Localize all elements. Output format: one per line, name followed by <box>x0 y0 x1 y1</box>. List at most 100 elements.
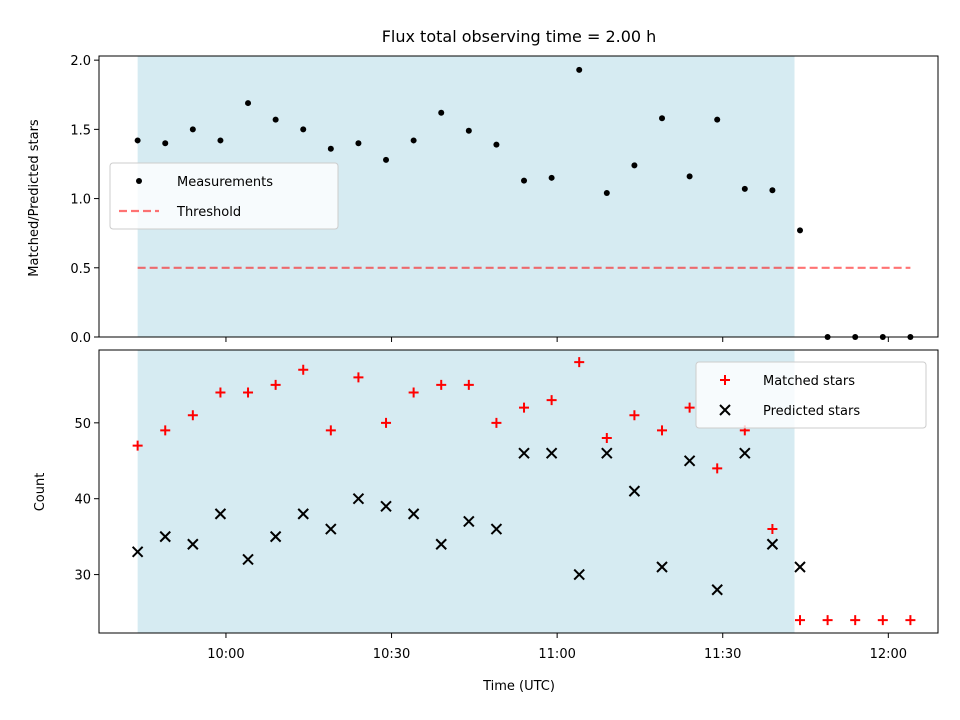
x-axis-label: Time (UTC) <box>482 679 555 694</box>
predicted-star-point <box>518 447 530 459</box>
measurement-point <box>162 140 169 147</box>
bottom-panel: 30 40 50 10:00 10:30 11:00 11:30 12:00 Matched s… <box>74 349 939 662</box>
legend-label: Predicted stars <box>763 404 860 419</box>
legend-label: Matched stars <box>763 374 855 389</box>
bottom-y-tick-label: 50 <box>74 417 91 432</box>
bottom-legend <box>695 361 927 429</box>
matched-star-point <box>657 425 668 436</box>
matched-star-point <box>574 357 585 368</box>
predicted-star-point <box>683 455 696 467</box>
top-y-tick-label: 1.5 <box>70 123 91 138</box>
x-tick-label: 11:00 <box>538 647 575 662</box>
predicted-star-point <box>325 523 337 535</box>
measurement-point <box>300 126 307 133</box>
top-y-axis-label: Matched/Predicted stars <box>27 119 42 277</box>
measurement-point <box>383 156 390 163</box>
top-y-tick-label: 0.5 <box>70 262 91 277</box>
measurement-point <box>769 187 776 194</box>
x-tick-label: 11:30 <box>704 647 741 662</box>
measurement-point <box>355 140 362 147</box>
matched-star-point <box>712 463 723 474</box>
legend-label: Measurements <box>177 175 273 190</box>
top-axes-frame <box>98 55 939 338</box>
legend-predicted-marker <box>719 404 731 416</box>
predicted-star-point <box>435 538 447 550</box>
measurement-point <box>741 185 748 192</box>
predicted-star-point <box>739 447 751 459</box>
measurement-point <box>134 137 141 144</box>
predicted-star-point <box>711 584 723 596</box>
matched-star-point <box>546 395 557 406</box>
predicted-star-point <box>352 493 365 505</box>
predicted-star-point <box>794 561 806 573</box>
predicted-star-point <box>766 538 779 550</box>
measurement-point <box>686 173 693 180</box>
measurement-point <box>217 137 224 144</box>
predicted-star-point <box>380 500 392 513</box>
matched-star-point <box>298 364 309 375</box>
predicted-star-point <box>601 447 613 459</box>
predicted-star-point <box>573 568 585 581</box>
predicted-star-point <box>463 515 475 528</box>
predicted-star-point <box>545 447 558 459</box>
measurement-point <box>548 174 555 181</box>
measurement-point <box>410 137 417 144</box>
legend-matched-marker <box>720 375 730 385</box>
predicted-star-point <box>269 530 282 543</box>
matched-star-point <box>877 615 888 626</box>
matched-star-point <box>767 524 778 535</box>
top-y-tick-label: 0.0 <box>70 331 91 346</box>
matched-star-point <box>601 433 612 444</box>
chart-title: Flux total observing time = 2.00 h <box>382 27 657 46</box>
matched-star-point <box>822 615 833 626</box>
matched-star-point <box>325 425 336 436</box>
predicted-star-point <box>490 523 503 535</box>
matched-star-point <box>684 402 695 413</box>
measurement-point <box>576 66 583 73</box>
matched-star-point <box>160 425 171 436</box>
matched-star-point <box>132 440 143 451</box>
x-tick-label: 12:00 <box>870 647 907 662</box>
matched-star-point <box>381 417 392 428</box>
bottom-y-tick-label: 30 <box>74 569 91 584</box>
matched-star-point <box>795 615 806 626</box>
measurement-point <box>327 145 334 152</box>
measurement-point <box>659 115 666 122</box>
x-tick-label: 10:30 <box>373 647 410 662</box>
bottom-axes-frame <box>98 349 939 634</box>
predicted-star-point <box>656 561 668 573</box>
top-y-tick-label: 2.0 <box>70 54 91 69</box>
measurement-point <box>521 177 528 184</box>
bottom-y-tick-label: 40 <box>74 493 91 508</box>
measurement-point <box>189 126 196 133</box>
matched-star-point <box>353 372 364 383</box>
measurement-point <box>493 141 500 148</box>
matched-star-point <box>850 615 861 626</box>
predicted-star-point <box>187 538 199 550</box>
measurement-point <box>714 116 721 123</box>
predicted-star-point <box>242 553 254 566</box>
measurement-point <box>603 190 610 197</box>
predicted-star-point <box>131 546 144 558</box>
top-y-tick-label: 1.0 <box>70 193 91 208</box>
matched-star-point <box>187 410 198 421</box>
matched-star-point <box>243 387 254 398</box>
bottom-y-axis-label: Count <box>33 473 48 512</box>
legend-measurement-marker <box>136 178 142 184</box>
matched-star-point <box>408 387 419 398</box>
legend-label: Threshold <box>176 205 241 220</box>
matched-star-point <box>436 379 447 390</box>
matched-star-point <box>463 379 474 390</box>
predicted-star-point <box>297 508 309 520</box>
predicted-star-point <box>214 508 227 520</box>
measurement-point <box>631 162 638 169</box>
predicted-star-point <box>159 530 171 543</box>
matched-star-point <box>629 410 640 421</box>
matched-star-point <box>215 387 226 398</box>
matched-star-point <box>491 417 502 428</box>
measurement-point <box>797 227 804 234</box>
matched-star-point <box>519 402 530 413</box>
measurement-point <box>272 116 279 123</box>
x-tick-label: 10:00 <box>207 647 244 662</box>
